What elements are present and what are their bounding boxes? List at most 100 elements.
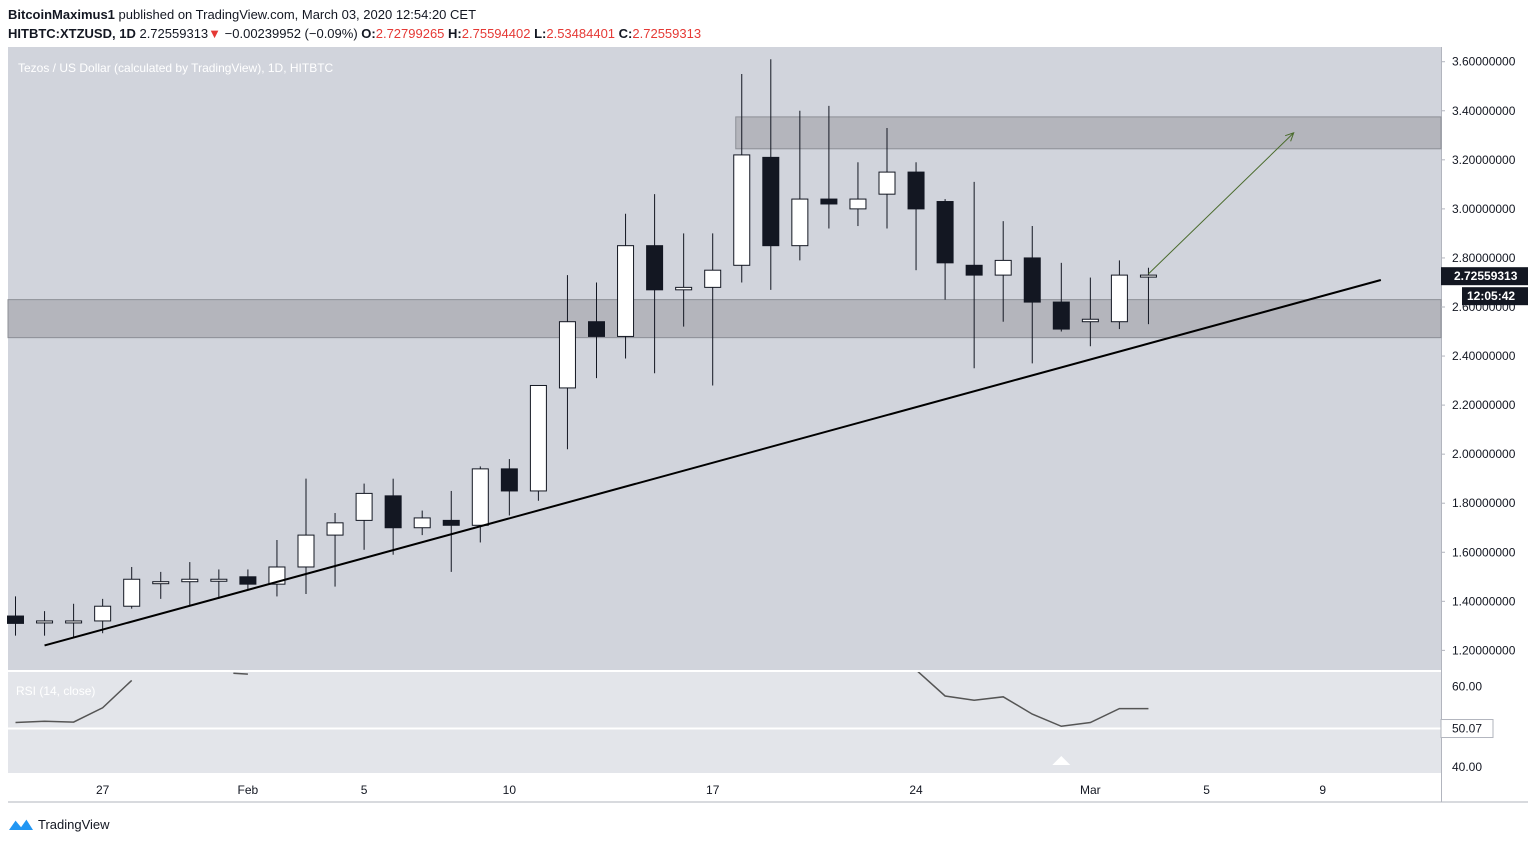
countdown-label: 12:05:42 [1467, 289, 1515, 303]
tradingview-logo-icon [9, 818, 33, 830]
candle-body-22 [646, 245, 664, 291]
candle-body-30 [878, 171, 896, 195]
y-tick-label-3: 3.00000000 [1452, 202, 1516, 216]
open-label: O: [361, 26, 376, 41]
x-tick-label-4: 17 [706, 783, 720, 797]
candle-body-12 [355, 492, 373, 521]
candle-body-21 [617, 245, 635, 337]
rsi-line-2 [917, 672, 1149, 728]
x-tick-label-1: Feb [238, 783, 259, 797]
candle-body-37 [1081, 318, 1099, 323]
y-tick-label-9: 1.80000000 [1452, 496, 1516, 510]
time-axis-bg [8, 773, 1441, 802]
candle-body-27 [791, 198, 809, 247]
tradingview-brand[interactable]: TradingView [38, 816, 110, 832]
candle-body-26 [762, 156, 780, 247]
close-label: C: [618, 26, 633, 41]
candle-body-25 [733, 154, 751, 266]
y-tick-label-7: 2.20000000 [1452, 398, 1516, 412]
x-tick-label-6: Mar [1080, 783, 1101, 797]
candle-body-0 [7, 615, 24, 624]
chart-header: BitcoinMaximus1 published on TradingView… [8, 6, 1528, 43]
rsi-line-1 [233, 672, 248, 675]
rsi-tick-label-0: 60.00 [1452, 680, 1482, 694]
down-arrow-icon: ▼ [208, 26, 222, 41]
candle-body-31 [907, 171, 925, 210]
y-tick-label-1: 3.40000000 [1452, 104, 1516, 118]
y-tick-label-8: 2.00000000 [1452, 447, 1516, 461]
candle-body-36 [1052, 301, 1070, 330]
candle-body-28 [820, 198, 838, 205]
candle-body-11 [326, 522, 344, 536]
candle-body-8 [239, 576, 257, 585]
candle-body-13 [384, 495, 402, 529]
candle-body-29 [849, 198, 867, 210]
price-label: 2.72559313 [1454, 269, 1518, 283]
y-tick-label-10: 1.60000000 [1452, 545, 1516, 559]
candle-body-7 [210, 578, 228, 582]
x-tick-label-2: 5 [361, 783, 368, 797]
close-value: 2.72559313 [632, 26, 702, 41]
publish-line: BitcoinMaximus1 published on TradingView… [8, 6, 1528, 24]
candle-body-10 [297, 534, 315, 568]
candle-body-2 [65, 620, 83, 624]
trendline [44, 279, 1382, 647]
open-value: 2.72799265 [375, 26, 445, 41]
y-tick-label-12: 1.20000000 [1452, 643, 1516, 657]
high-value: 2.75594402 [461, 26, 531, 41]
published-text: published on TradingView.com, March 03, … [118, 7, 477, 22]
x-tick-label-8: 9 [1319, 783, 1326, 797]
rsi-label: RSI (14, close) [16, 684, 95, 698]
low-label: L: [534, 26, 547, 41]
candle-body-24 [704, 269, 722, 288]
rsi-current-label: 50.07 [1452, 722, 1482, 736]
y-tick-label-2: 3.20000000 [1452, 153, 1516, 167]
y-tick-label-6: 2.40000000 [1452, 349, 1516, 363]
candle-body-15 [442, 519, 460, 526]
candle-body-34 [994, 259, 1012, 276]
zone-0 [735, 116, 1442, 150]
candle-body-19 [558, 321, 576, 389]
footer: TradingView [8, 814, 110, 834]
projection-arrow [1148, 132, 1295, 275]
y-tick-label-4: 2.80000000 [1452, 251, 1516, 265]
candle-body-6 [181, 578, 199, 583]
author-name[interactable]: BitcoinMaximus1 [8, 7, 115, 22]
x-tick-label-7: 5 [1203, 783, 1210, 797]
candle-body-39 [1139, 274, 1157, 278]
last-price: 2.72559313 [139, 26, 209, 41]
candle-body-17 [500, 468, 518, 492]
candle-body-35 [1023, 257, 1041, 303]
candle-body-1 [36, 620, 54, 624]
main-pane [8, 47, 1441, 670]
candle-body-16 [471, 468, 489, 526]
x-tick-label-0: 27 [96, 783, 110, 797]
candle-body-32 [936, 201, 954, 264]
x-tick-label-5: 24 [909, 783, 923, 797]
zone-1 [7, 299, 1442, 339]
y-tick-label-11: 1.40000000 [1452, 594, 1516, 608]
rsi-tick-label-1: 40.00 [1452, 760, 1482, 774]
candle-body-38 [1110, 274, 1128, 323]
scroll-marker-icon [1052, 756, 1071, 765]
y-tick-label-0: 3.60000000 [1452, 55, 1516, 69]
candle-body-20 [588, 321, 605, 337]
candle-body-23 [675, 286, 693, 291]
candle-body-4 [123, 578, 141, 607]
low-value: 2.53484401 [546, 26, 616, 41]
rsi-pane [8, 672, 1441, 773]
x-tick-label-3: 10 [503, 783, 517, 797]
projection-arrow-head [1285, 132, 1295, 142]
symbol-label[interactable]: HITBTC:XTZUSD, 1D [8, 26, 136, 41]
rsi-line-0 [15, 679, 133, 724]
candle-body-33 [965, 264, 983, 276]
candle-body-14 [413, 517, 431, 529]
candle-body-5 [152, 581, 170, 585]
quote-line: HITBTC:XTZUSD, 1D 2.72559313▼ −0.0023995… [8, 25, 1528, 43]
candle-body-18 [529, 384, 547, 492]
price-change: −0.00239952 (−0.09%) [224, 26, 358, 41]
rsi-current-label-bg [1440, 719, 1494, 739]
countdown-label-bg [1462, 287, 1528, 306]
candle-body-3 [94, 605, 112, 622]
